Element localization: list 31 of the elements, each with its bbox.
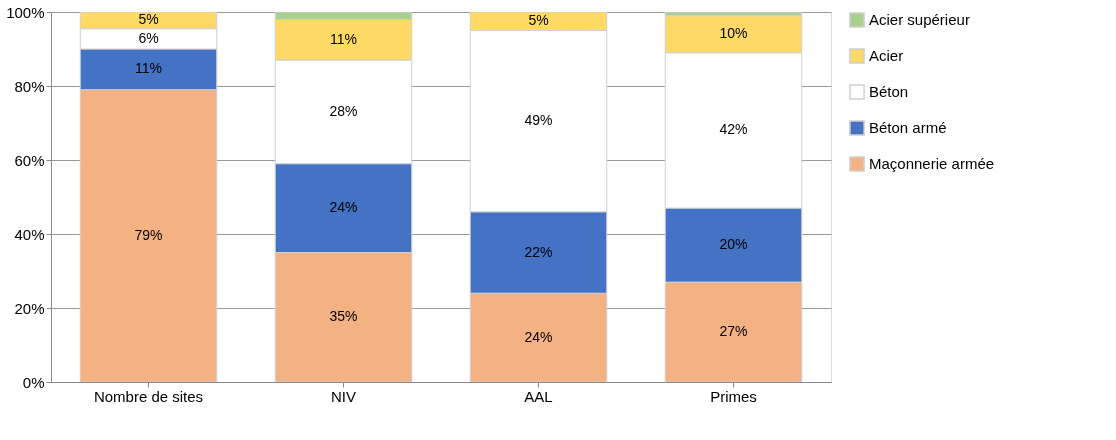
legend-label: Acier [869,47,904,64]
data-label: 24% [329,199,358,216]
data-label: 5% [138,11,159,28]
y-tick-label: 100% [6,3,45,21]
data-label: 5% [528,12,549,29]
x-tick-label: Primes [710,387,757,405]
data-label: 20% [719,236,748,253]
y-tick-label: 20% [14,299,45,317]
legend-label: Béton [869,83,909,100]
y-tick-label: 40% [14,225,45,243]
legend-label: Acier supérieur [869,11,970,28]
y-tick-label: 0% [22,373,45,391]
data-label: 10% [719,25,748,42]
data-label: 42% [719,121,748,138]
data-label: 28% [329,102,358,119]
data-label: 6% [138,29,159,46]
data-label: 27% [719,323,748,340]
data-label: 11% [135,60,162,77]
data-label: 49% [524,112,553,129]
y-tick-label: 60% [14,151,45,169]
data-label: 79% [134,226,163,243]
data-label: 22% [524,243,553,260]
x-tick-label: Nombre de sites [93,387,204,405]
y-tick-label: 80% [14,77,45,95]
legend-label: Maçonnerie armée [869,155,995,172]
data-label: 35% [329,308,358,325]
data-label: 24% [524,328,553,345]
x-tick-label: AAL [524,387,553,405]
data-label: 11% [330,30,357,47]
x-tick-label: NIV [330,387,357,405]
legend-label: Béton armé [869,119,947,136]
